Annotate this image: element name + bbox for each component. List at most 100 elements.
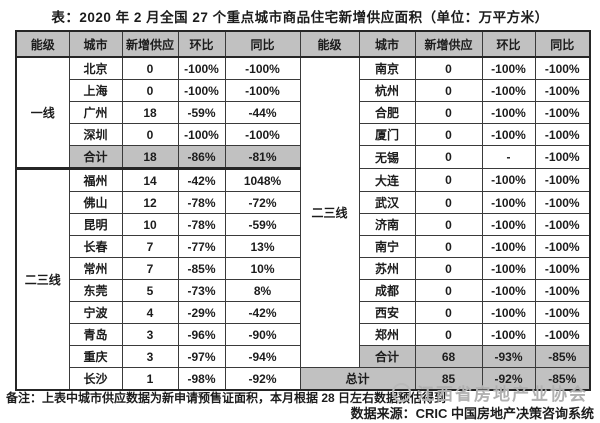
supply-cell-right: 0 bbox=[414, 213, 483, 236]
table-row: 昆明 10 -78% -59% 济南 0 -100% -100% bbox=[16, 213, 591, 236]
yoy-cell-left: -72% bbox=[224, 191, 301, 214]
yoy-cell-right: -100% bbox=[534, 301, 591, 324]
yoy-cell-right: -100% bbox=[534, 123, 591, 146]
supply-cell-left: 1 bbox=[121, 367, 179, 391]
header-row: 能级 城市 新增供应 环比 同比 能级 城市 新增供应 环比 同比 bbox=[15, 30, 591, 58]
supply-cell-left: 0 bbox=[121, 123, 179, 146]
supply-table: 能级 城市 新增供应 环比 同比 能级 城市 新增供应 环比 同比 一线 北京 0-… bbox=[15, 30, 591, 391]
yoy-cell-left: -42% bbox=[224, 301, 301, 324]
supply-cell-left: 12 bbox=[121, 191, 179, 214]
yoy-cell-right: -100% bbox=[534, 235, 591, 258]
city-cell-left: 福州 bbox=[68, 168, 123, 192]
mom-cell-left: -78% bbox=[177, 191, 226, 214]
city-cell-left: 合计 bbox=[68, 145, 123, 170]
col-header-city-left: 城市 bbox=[68, 30, 123, 58]
mom-cell-right: -100% bbox=[481, 257, 536, 280]
table-row: 二三线 福州 14 -42% 1048% 大连 0 -100% -100% bbox=[15, 168, 591, 391]
mom-cell-left: -78% bbox=[177, 213, 226, 236]
yoy-cell-left: 1048% bbox=[224, 168, 301, 192]
yoy-cell-left: -81% bbox=[224, 145, 301, 170]
city-cell-right: 成都 bbox=[358, 279, 416, 302]
table-row: 青岛 3 -96% -90% 郑州 0 -100% -100% bbox=[16, 323, 591, 346]
city-cell-left: 北京 bbox=[68, 56, 123, 80]
col-header-mom-right: 环比 bbox=[481, 30, 536, 58]
mom-cell-left: -100% bbox=[177, 123, 226, 146]
mom-cell-right: -100% bbox=[481, 123, 536, 146]
page-title: 表：2020 年 2 月全国 27 个重点城市商品住宅新增供应面积（单位：万平方… bbox=[51, 10, 549, 25]
mom-cell-right: -93% bbox=[481, 345, 536, 368]
tier-cell-left: 二三线 bbox=[15, 168, 70, 391]
col-header-yoy-right: 同比 bbox=[534, 30, 591, 58]
mom-cell-left: -59% bbox=[177, 101, 226, 124]
city-cell-right: 南京 bbox=[358, 56, 416, 80]
yoy-cell-left: -90% bbox=[224, 323, 301, 346]
mom-cell-left: -29% bbox=[177, 301, 226, 324]
yoy-cell-left: 13% bbox=[224, 235, 301, 258]
city-cell-left: 深圳 bbox=[68, 123, 123, 146]
supply-cell-right: 0 bbox=[414, 168, 483, 192]
yoy-cell-left: 10% bbox=[224, 257, 301, 280]
supply-cell-right: 0 bbox=[414, 101, 483, 124]
yoy-cell-left: -59% bbox=[224, 213, 301, 236]
city-cell-left: 重庆 bbox=[68, 345, 123, 368]
col-header-tier-right: 能级 bbox=[299, 30, 360, 58]
supply-cell-left: 5 bbox=[121, 279, 179, 302]
city-cell-right: 武汉 bbox=[358, 191, 416, 214]
watermark-text: 江西省房地产业协会 bbox=[417, 385, 588, 404]
yoy-cell-right: -100% bbox=[534, 56, 591, 80]
yoy-cell-right: -100% bbox=[534, 257, 591, 280]
table-row: 一线 北京 0 -100% -100% 二三线 南京 0 -100% -100% bbox=[15, 56, 591, 368]
col-header-supply-left: 新增供应 bbox=[121, 30, 179, 58]
col-header-yoy-left: 同比 bbox=[224, 30, 301, 58]
mom-cell-right: - bbox=[481, 145, 536, 169]
supply-cell-left: 18 bbox=[121, 145, 179, 170]
yoy-cell-left: -92% bbox=[224, 367, 301, 391]
data-source: 数据来源：CRIC 中国房地产决策咨询系统 bbox=[350, 406, 594, 421]
yoy-cell-right: -100% bbox=[534, 168, 591, 192]
mom-cell-left: -96% bbox=[177, 323, 226, 346]
supply-cell-right: 0 bbox=[414, 56, 483, 80]
mom-cell-right: -100% bbox=[481, 168, 536, 192]
supply-cell-right: 0 bbox=[414, 79, 483, 102]
mom-cell-right: -100% bbox=[481, 279, 536, 302]
supply-cell-left: 0 bbox=[121, 56, 179, 80]
table-row: 重庆 3 -97% -94% 合计 68 -93% -85% bbox=[16, 345, 591, 368]
supply-cell-left: 3 bbox=[121, 323, 179, 346]
mom-cell-right: -100% bbox=[481, 323, 536, 346]
mom-cell-left: -100% bbox=[177, 79, 226, 102]
yoy-cell-right: -85% bbox=[534, 367, 591, 391]
supply-cell-right: 0 bbox=[414, 323, 483, 346]
mom-cell-left: -100% bbox=[177, 56, 226, 80]
mom-cell-right: -100% bbox=[481, 301, 536, 324]
city-cell-left: 长沙 bbox=[68, 367, 123, 391]
yoy-cell-left: 8% bbox=[224, 279, 301, 302]
col-header-tier-left: 能级 bbox=[15, 30, 70, 58]
col-header-city-right: 城市 bbox=[358, 30, 416, 58]
supply-cell-right: 0 bbox=[414, 301, 483, 324]
watermark: ~ 江西省房地产业协会 bbox=[392, 380, 588, 405]
total-label-cell: 总计 bbox=[299, 367, 416, 391]
supply-cell-left: 0 bbox=[121, 79, 179, 102]
city-cell-right: 合计 bbox=[358, 345, 416, 368]
supply-cell-right: 0 bbox=[414, 145, 483, 169]
yoy-cell-right: -100% bbox=[534, 279, 591, 302]
city-cell-right: 大连 bbox=[358, 168, 416, 192]
supply-cell-right: 68 bbox=[414, 345, 483, 368]
mom-cell-right: -92% bbox=[481, 367, 536, 391]
association-logo-icon: ~ bbox=[392, 383, 411, 402]
supply-cell-left: 18 bbox=[121, 101, 179, 124]
col-header-mom-left: 环比 bbox=[177, 30, 226, 58]
city-cell-right: 西安 bbox=[358, 301, 416, 324]
supply-cell-left: 14 bbox=[121, 168, 179, 192]
city-cell-left: 东莞 bbox=[68, 279, 123, 302]
supply-cell-right: 0 bbox=[414, 191, 483, 214]
mom-cell-left: -98% bbox=[177, 367, 226, 391]
city-cell-left: 广州 bbox=[68, 101, 123, 124]
table-row: 东莞 5 -73% 8% 成都 0 -100% -100% bbox=[16, 279, 591, 302]
table-row: 深圳 0 -100% -100% 厦门 0 -100% -100% bbox=[16, 123, 591, 146]
city-cell-left: 昆明 bbox=[68, 213, 123, 236]
table-row: 合计 18 -86% -81% 无锡 0- -100% bbox=[16, 145, 591, 170]
mom-cell-right: -100% bbox=[481, 101, 536, 124]
city-cell-left: 上海 bbox=[68, 79, 123, 102]
table-row: 广州 18 -59% -44% 合肥 0 -100% -100% bbox=[16, 101, 591, 124]
